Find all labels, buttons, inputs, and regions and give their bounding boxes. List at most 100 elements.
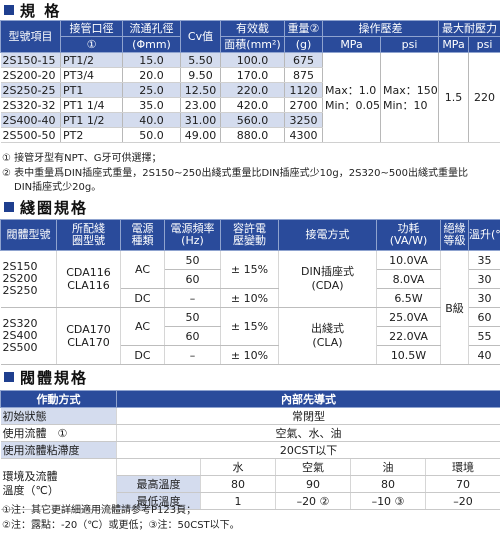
cell-power-type: DC (120, 345, 165, 365)
cell-power-type: AC (120, 307, 165, 346)
coil-section-title: 綫圈規格 (2, 198, 89, 217)
coil-table: 閥體型號 所配綫 圈型號 電源 種類 電源頻率 (Hz) 容許電 壓變動 接電方式 功耗… (0, 219, 500, 365)
col-vol-l2: 壓變動 (233, 234, 266, 247)
spec-note-2b: DIN插座式少20g。 (14, 182, 102, 193)
cell-cv: 49.00 (180, 127, 221, 143)
cell-temp: 40 (468, 345, 500, 365)
cell-watt: 6.5W (376, 288, 441, 308)
cell-cv: 12.50 (180, 82, 221, 98)
cell-freq: 50 (164, 250, 221, 270)
cell-max-air: 90 (275, 475, 351, 493)
col-weight-sub: (g) (284, 36, 323, 53)
cell-label: 使用流體粘滯度 (0, 441, 117, 459)
cell-area: 170.0 (220, 67, 285, 83)
coil-title: 綫圈規格 (20, 198, 89, 217)
cell-model: 2S400-40 (0, 112, 61, 128)
cell-power-type: DC (120, 288, 165, 308)
col-watt: 功耗 (VA/W) (376, 219, 441, 251)
coil-model: CDA170 (66, 323, 111, 336)
cell-temp: 30 (468, 288, 500, 308)
col-weight: 重量② (284, 20, 323, 37)
cell-freq: 60 (164, 326, 221, 346)
spec-title: 規 格 (20, 1, 62, 20)
table-row: 60 22.0VA 55 (1, 326, 500, 346)
cell-min-label: 最低溫度 (116, 492, 201, 510)
cell-area: 880.0 (220, 127, 285, 143)
col-freq-l1: 電源頻率 (170, 222, 215, 235)
cell-model: 2S150-15 (0, 52, 61, 68)
conn-code: (CDA) (311, 279, 344, 292)
cell-model: 2S500-50 (0, 127, 61, 143)
table-row: DC – ± 10% 10.5W 40 (1, 345, 500, 365)
valve-model: 2S400 (2, 329, 38, 342)
col-vol: 容許電 壓變動 (220, 219, 279, 251)
table-row: 2S150 2S200 2S250 CDA116 CLA116 AC 50 ± … (0, 250, 500, 365)
cell-model: 2S200-20 (0, 67, 61, 83)
cell-weight: 4300 (284, 127, 323, 143)
cell-max-water: 80 (200, 475, 276, 493)
cell-area: 420.0 (220, 97, 285, 113)
col-watt-l2: (VA/W) (389, 234, 428, 247)
col-coil-l1: 所配綫 (72, 222, 105, 235)
col-port: 接管口徑 (60, 20, 123, 37)
section-marker-icon (4, 202, 14, 212)
col-pilot: 內部先導式 (115, 390, 500, 408)
body-note-2: ②注：露點：-20（℃）或更低；③注：50CST以下。 (2, 520, 240, 531)
pressure-psi-min: Min：10 (383, 98, 428, 112)
cell-watt: 8.0VA (376, 269, 441, 289)
cell-cv: 9.50 (180, 67, 221, 83)
table-row: 2S320 2S400 2S500 CDA170 CLA170 AC 50 ± … (0, 307, 500, 365)
table-row: 初始狀態 常閉型 (0, 407, 500, 425)
col-orifice: 流通孔徑 (122, 20, 181, 37)
coil-model: CDA116 (66, 266, 111, 279)
cell-min-oil: –10 ③ (350, 492, 426, 510)
coil-model: CLA116 (67, 279, 110, 292)
table-row: 使用流體 ① 空氣、水、油 (0, 424, 500, 442)
table-row: 2S150-15 PT1/2 15.0 5.50 100.0 675 Max：1… (0, 52, 500, 143)
spec-note-1: ① 接管牙型有NPT、G牙可供選擇； (2, 153, 162, 164)
spec-section-title: 規 格 (2, 1, 62, 20)
col-vol-l1: 容許電 (233, 222, 266, 235)
body-section-title: 閥體規格 (2, 368, 88, 387)
conn-label: 出綫式 (311, 322, 344, 335)
section-marker-icon (4, 5, 14, 15)
cell-vol: ± 15% (220, 250, 279, 289)
cell-valve-models: 2S320 2S400 2S500 (0, 307, 57, 365)
col-maxp-psi: psi (468, 36, 500, 53)
col-maxp: 最大耐壓力 (438, 20, 500, 37)
col-model: 型號項目 (0, 20, 61, 53)
cell-orifice: 20.0 (122, 67, 181, 83)
col-watt-l1: 功耗 (397, 222, 420, 235)
table-row: 最高溫度 80 90 80 70 (1, 475, 500, 493)
cell-weight: 675 (284, 52, 323, 68)
table-row: DC – ± 10% 6.5W 30 (1, 288, 500, 308)
cell-area: 220.0 (220, 82, 285, 98)
col-area: 有效截 (220, 20, 285, 37)
col-action: 作動方式 (0, 390, 117, 408)
cell-weight: 3250 (284, 112, 323, 128)
col-conn: 接電方式 (278, 219, 377, 251)
table-row: 2S250-25 PT1 25.0 12.50 220.0 1120 (0, 82, 500, 98)
cell-freq: – (164, 345, 221, 365)
cell-conn: DIN插座式 (CDA) (278, 250, 377, 308)
col-power-l1: 電源 (131, 222, 154, 235)
cell-maxp-mpa: 1.5 (438, 52, 469, 143)
pressure-mpa-max: Max：1.0 (325, 83, 377, 97)
col-area-sub: 面積(mm²) (220, 36, 285, 53)
cell-cv: 5.50 (180, 52, 221, 68)
cell-area: 560.0 (220, 112, 285, 128)
cell-watt: 10.0VA (376, 250, 441, 270)
cell-max-ambient: 70 (425, 475, 500, 493)
cell-label: 初始狀態 (0, 407, 117, 425)
table-row: 2S200-20 PT3/4 20.0 9.50 170.0 875 (0, 67, 500, 83)
cell-min-air: –20 ② (275, 492, 351, 510)
env-col-ambient: 環境 (425, 458, 500, 476)
cell-freq: 60 (164, 269, 221, 289)
table-row: 使用流體粘滯度 20CST以下 (0, 441, 500, 459)
cell-watt: 25.0VA (376, 307, 441, 327)
cell-model: 2S250-25 (0, 82, 61, 98)
env-col-air: 空氣 (275, 458, 351, 476)
cell-model: 2S320-32 (0, 97, 61, 113)
col-cv: Cv值 (180, 20, 221, 53)
cell-label: 使用流體 ① (0, 424, 117, 442)
